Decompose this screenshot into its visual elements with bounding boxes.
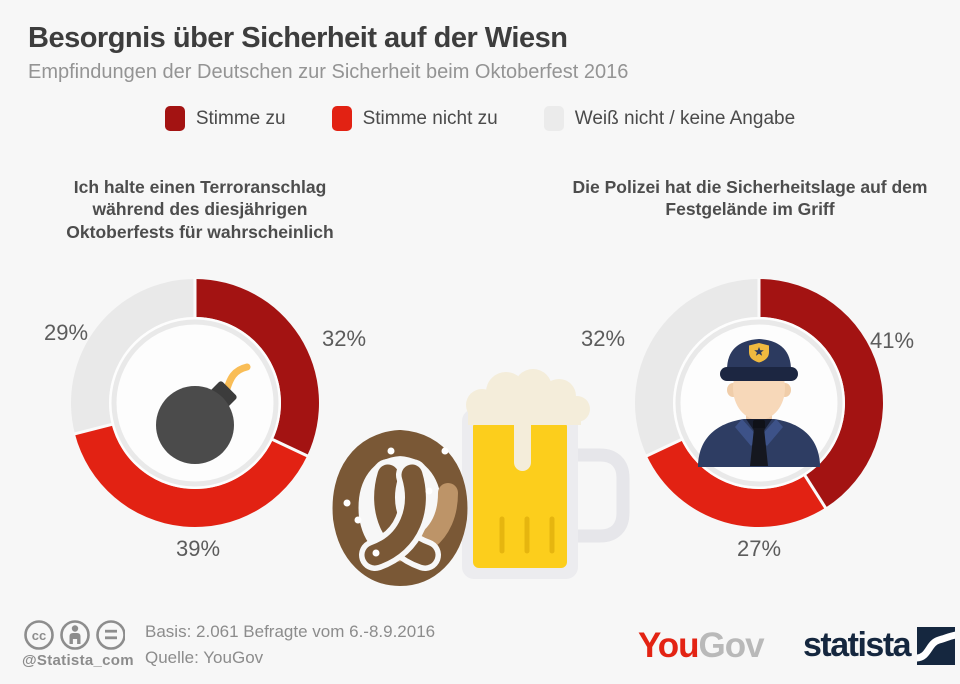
donut-segment xyxy=(646,439,826,527)
legend: Stimme zu Stimme nicht zu Weiß nicht / k… xyxy=(0,106,960,131)
statista-handle: @Statista_com xyxy=(22,652,134,669)
legend-item-agree: Stimme zu xyxy=(164,106,286,131)
page-subtitle: Empfindungen der Deutschen zur Sicherhei… xyxy=(28,61,629,83)
legend-item-unknown: Weiß nicht / keine Angabe xyxy=(543,106,796,131)
page-title: Besorgnis über Sicherheit auf der Wiesn xyxy=(28,22,568,54)
pct-label-terror-agree: 32% xyxy=(322,326,367,351)
police-officer-icon xyxy=(698,339,820,467)
oktoberfest-illustration xyxy=(332,369,630,586)
chart-title-police: Die Polizei hat die Sicherheitslage auf … xyxy=(572,177,928,220)
legend-item-disagree: Stimme nicht zu xyxy=(331,106,498,131)
basis-note: Basis: 2.061 Befragte vom 6.-8.9.2016 xyxy=(145,622,436,641)
legend-swatch-agree xyxy=(164,106,185,131)
attribution-icon xyxy=(60,620,90,650)
donut-chart-terror xyxy=(71,278,319,527)
donut-inner-shadow xyxy=(675,319,843,487)
donut-segment xyxy=(74,424,308,527)
equals-icon xyxy=(96,620,125,650)
segment-separator xyxy=(267,436,309,458)
legend-label: Stimme nicht zu xyxy=(362,107,498,129)
bomb-icon xyxy=(156,363,251,464)
legend-swatch-disagree xyxy=(331,106,352,131)
cc-icon: cc xyxy=(24,620,54,650)
yougov-logo: YouGov xyxy=(638,626,765,666)
svg-text:cc: cc xyxy=(32,628,46,643)
source-note: Quelle: YouGov xyxy=(145,648,264,667)
segment-separator xyxy=(73,421,117,436)
pct-label-police-unknown: 32% xyxy=(581,326,626,351)
donut-inner-shadow xyxy=(111,319,279,487)
pct-label-police-agree: 41% xyxy=(870,328,915,353)
segment-separator xyxy=(801,470,828,510)
chart-title-terror: Ich halte einen Terroranschlag während d… xyxy=(66,177,334,242)
donut-chart-police xyxy=(635,278,883,527)
yougov-logo-you: You xyxy=(638,626,700,665)
legend-label: Stimme zu xyxy=(195,107,286,129)
pretzel-icon xyxy=(332,430,468,586)
donut-segment xyxy=(635,279,759,456)
statista-logo-text: statista xyxy=(803,626,912,664)
cc-license-icons: cc xyxy=(24,620,125,650)
pct-label-terror-disagree: 39% xyxy=(175,536,221,561)
donut-segment xyxy=(195,279,319,456)
donut-segment xyxy=(71,279,195,434)
legend-swatch-unknown xyxy=(543,106,564,131)
donut-segment xyxy=(759,279,883,508)
pct-label-police-disagree: 27% xyxy=(736,536,782,561)
pct-label-terror-unknown: 29% xyxy=(44,320,89,345)
statista-logo: statista xyxy=(803,626,956,665)
segment-separator xyxy=(645,436,687,458)
legend-label: Weiß nicht / keine Angabe xyxy=(574,107,796,129)
beer-mug-icon xyxy=(462,369,630,579)
statista-logo-mark xyxy=(917,626,956,665)
yougov-logo-gov: Gov xyxy=(698,626,765,665)
